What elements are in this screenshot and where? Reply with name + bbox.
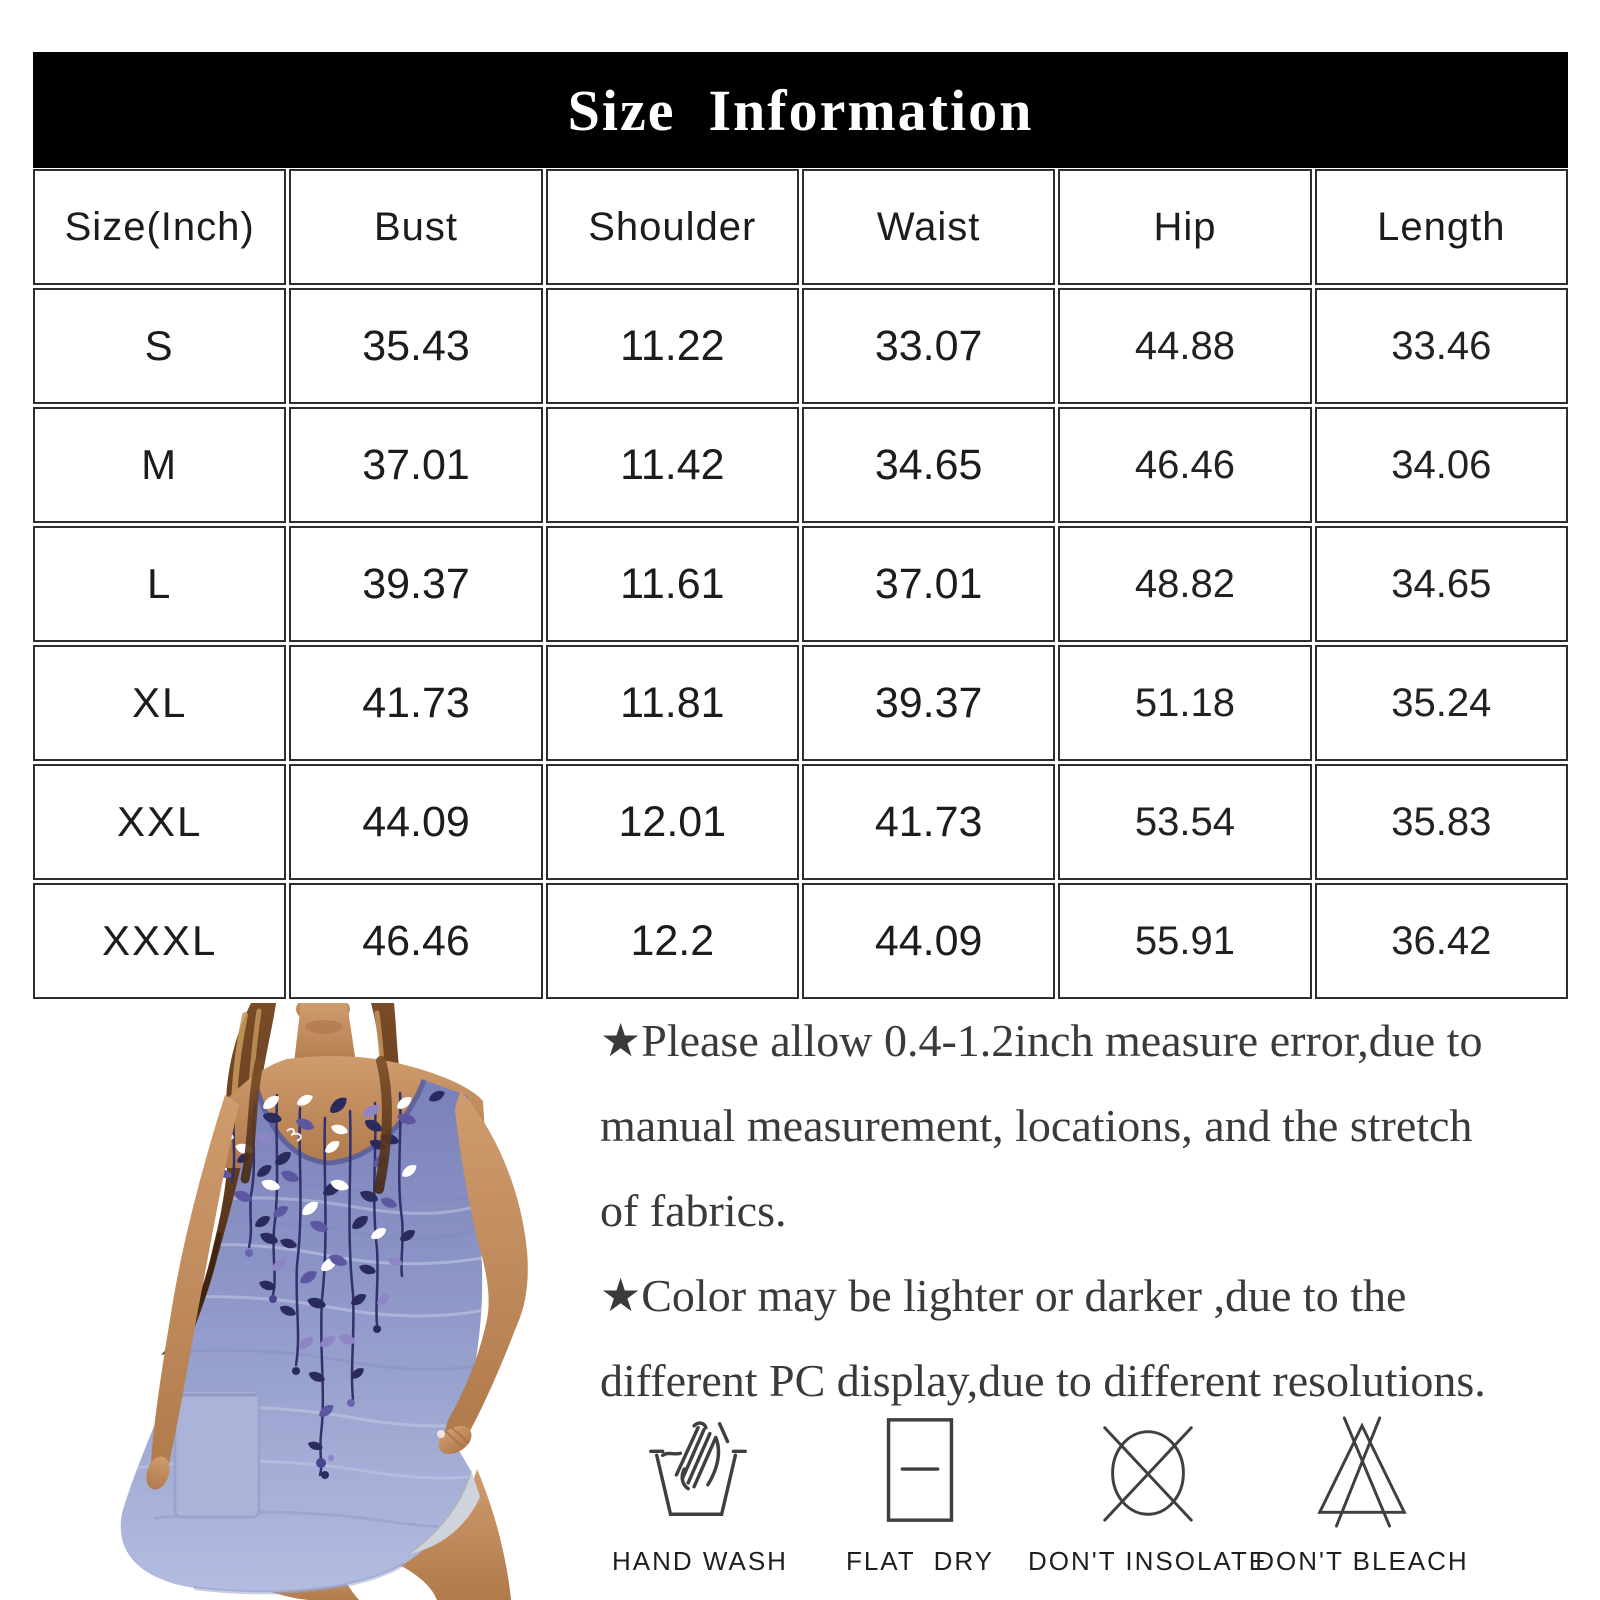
hip-value: 48.82 [1058,526,1312,642]
hip-value: 46.46 [1058,407,1312,523]
length-value: 35.83 [1314,764,1568,880]
col-header-size: Size(Inch) [33,169,287,285]
shoulder-value: 11.61 [545,526,799,642]
care-label: FLAT DRY [845,1546,995,1576]
col-header-waist: Waist [801,169,1056,285]
shoulder-value: 11.81 [545,645,799,761]
hip-value: 44.88 [1058,288,1312,404]
shoulder-value: 12.01 [545,764,799,880]
note-line: manual measurement, locations, and the s… [600,1100,1473,1151]
table-row: XXXL 46.46 12.2 44.09 55.91 36.42 [33,883,1568,999]
waist-value: 39.37 [801,645,1056,761]
col-header-bust: Bust [289,169,543,285]
col-header-length: Length [1314,169,1568,285]
product-photo [25,994,590,1600]
care-item-dont-bleach: DON'T BLEACH [1242,1412,1482,1577]
size-label: L [33,526,287,642]
vine-berries [245,1249,381,1479]
care-item-dont-insolate: DON'T INSOLATE [1028,1412,1268,1577]
col-header-shoulder: Shoulder [545,169,799,285]
note-line: ★Please allow 0.4-1.2inch measure error,… [600,1015,1483,1066]
page-title: Size Information [567,77,1034,143]
size-label: XXXL [33,883,287,999]
size-label: S [33,288,287,404]
waist-value: 41.73 [801,764,1056,880]
notes: ★Please allow 0.4-1.2inch measure error,… [600,998,1600,1423]
bust-value: 41.73 [289,645,543,761]
bust-value: 37.01 [289,407,543,523]
care-label: HAND WASH [612,1546,788,1576]
size-label: XL [33,645,287,761]
hip-value: 53.54 [1058,764,1312,880]
hip-value: 51.18 [1058,645,1312,761]
note-line: different PC display,due to different re… [600,1355,1486,1406]
size-label: XXL [33,764,287,880]
length-value: 34.06 [1314,407,1568,523]
length-value: 33.46 [1314,288,1568,404]
bust-value: 46.46 [289,883,543,999]
dont-bleach-icon [1317,1416,1407,1528]
table-row: S 35.43 11.22 33.07 44.88 33.46 [33,288,1568,404]
bust-value: 44.09 [289,764,543,880]
hand-wash-icon [649,1421,747,1516]
shoulder-value: 11.42 [545,407,799,523]
flat-dry-icon [886,1418,954,1522]
table-row: M 37.01 11.42 34.65 46.46 34.06 [33,407,1568,523]
waist-value: 37.01 [801,526,1056,642]
shoulder-value: 11.22 [545,288,799,404]
length-value: 36.42 [1314,883,1568,999]
note-line: ★Color may be lighter or darker ,due to … [600,1270,1407,1321]
care-label: DON'T BLEACH [1255,1546,1469,1576]
waist-value: 33.07 [801,288,1056,404]
title-bar: Size Information [33,52,1568,168]
length-value: 35.24 [1314,645,1568,761]
dont-insolate-icon [1103,1426,1193,1522]
size-table: Size(Inch) Bust Shoulder Waist Hip Lengt… [30,166,1571,1002]
size-label: M [33,407,287,523]
table-row: XL 41.73 11.81 39.37 51.18 35.24 [33,645,1568,761]
care-item-flat-dry: FLAT DRY [800,1412,1040,1577]
shoulder-value: 12.2 [545,883,799,999]
bust-value: 35.43 [289,288,543,404]
table-row: L 39.37 11.61 37.01 48.82 34.65 [33,526,1568,642]
table-header-row: Size(Inch) Bust Shoulder Waist Hip Lengt… [33,169,1568,285]
hip-value: 55.91 [1058,883,1312,999]
length-value: 34.65 [1314,526,1568,642]
care-item-hand-wash: HAND WASH [580,1412,820,1577]
dress-model-illustration [120,994,528,1600]
care-label: DON'T INSOLATE [1028,1546,1269,1576]
bust-value: 39.37 [289,526,543,642]
col-header-hip: Hip [1058,169,1312,285]
waist-value: 34.65 [801,407,1056,523]
waist-value: 44.09 [801,883,1056,999]
table-row: XXL 44.09 12.01 41.73 53.54 35.83 [33,764,1568,880]
note-line: of fabrics. [600,1185,787,1236]
